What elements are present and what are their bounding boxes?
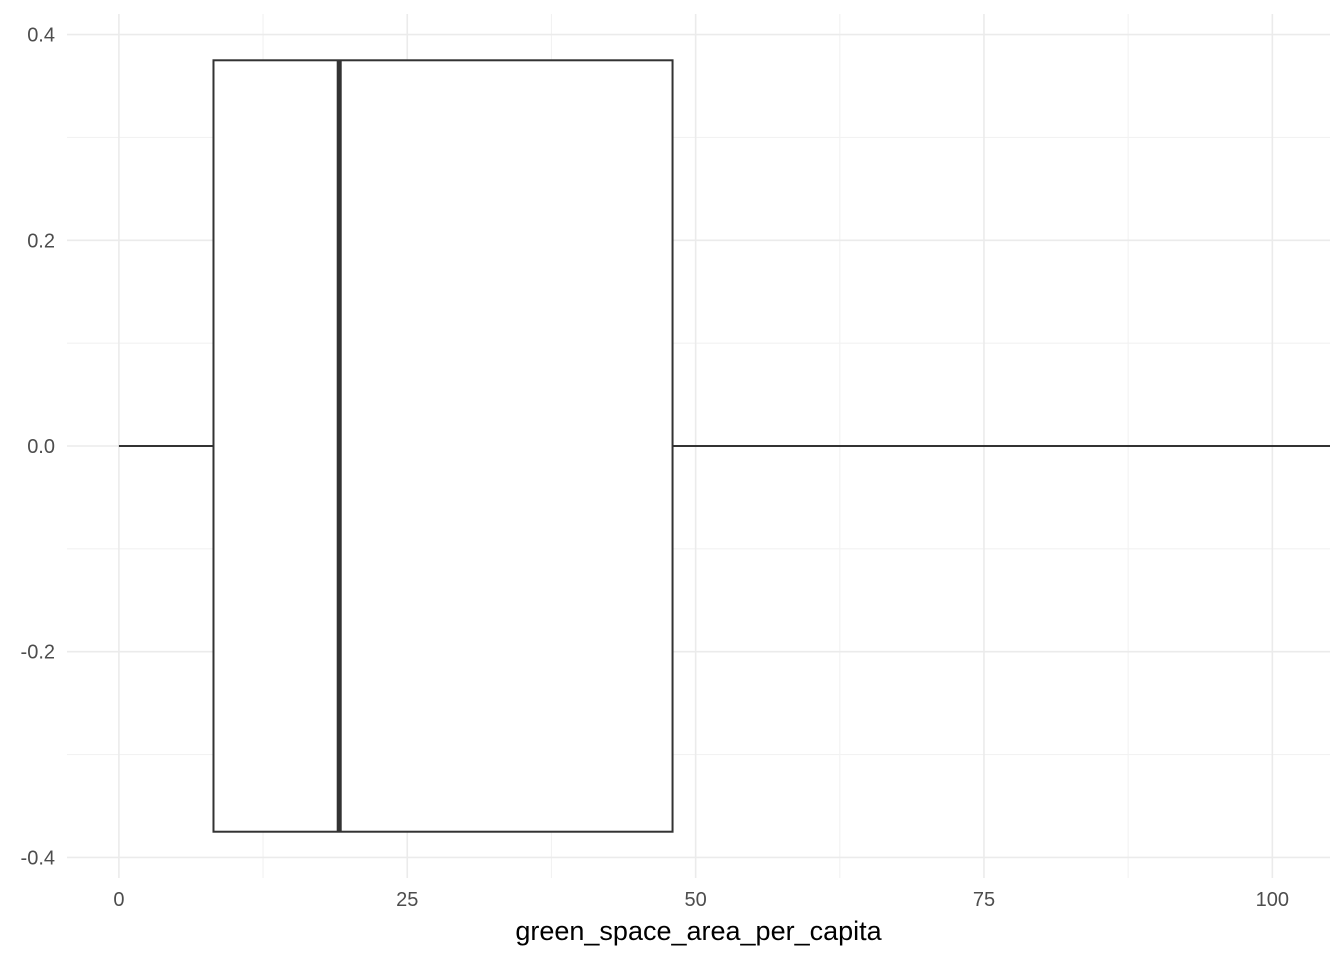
boxplot-box <box>118 59 1330 833</box>
y-tick-label: 0.0 <box>27 436 55 458</box>
interquartile-box <box>212 59 674 833</box>
y-tick-label: -0.4 <box>21 847 55 869</box>
y-tick-label: 0.2 <box>27 230 55 252</box>
x-tick-label: 25 <box>396 889 418 911</box>
x-tick-labels: 0 25 50 75 100 <box>113 889 1289 911</box>
x-tick-label: 100 <box>1256 889 1289 911</box>
x-tick-label: 75 <box>973 889 995 911</box>
y-tick-label: -0.2 <box>21 642 55 664</box>
x-tick-label: 50 <box>684 889 706 911</box>
x-tick-label: 0 <box>113 889 124 911</box>
y-tick-labels: -0.4 -0.2 0.0 0.2 0.4 <box>21 25 55 870</box>
y-tick-label: 0.4 <box>27 25 55 47</box>
x-axis-title: green_space_area_per_capita <box>515 916 882 946</box>
